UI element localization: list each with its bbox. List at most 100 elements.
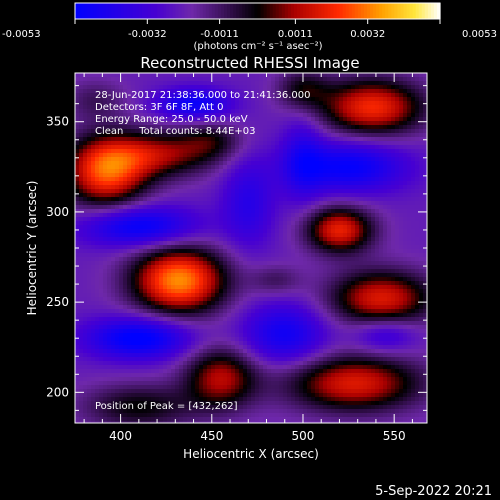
heatmap-cell [75,225,80,230]
heatmap-cell [411,197,416,202]
heatmap-cell [143,253,148,258]
heatmap-cell [267,117,272,122]
heatmap-cell [87,225,92,230]
heatmap-cell [307,229,312,234]
heatmap-cell [295,241,300,246]
heatmap-cell [175,185,180,190]
heatmap-cell [415,193,420,198]
heatmap-cell [415,117,420,122]
heatmap-cell [387,161,392,166]
heatmap-cell [331,129,336,134]
heatmap-cell [155,265,160,270]
heatmap-cell [271,261,276,266]
heatmap-cell [75,89,80,94]
heatmap-cell [339,141,344,146]
heatmap-cell [227,77,232,82]
heatmap-cell [323,77,328,82]
heatmap-cell [203,105,208,110]
heatmap-cell [303,273,308,278]
heatmap-cell [127,129,132,134]
heatmap-cell [295,197,300,202]
heatmap-cell [395,193,400,198]
heatmap-cell [299,277,304,282]
heatmap-cell [167,153,172,158]
heatmap-cell [235,277,240,282]
heatmap-cell [279,217,284,222]
colorbar-cell [388,3,392,19]
heatmap-cell [187,257,192,262]
heatmap-cell [139,225,144,230]
heatmap-cell [119,81,124,86]
heatmap-cell [139,133,144,138]
heatmap-cell [311,193,316,198]
heatmap-cell [319,201,324,206]
heatmap-cell [79,185,84,190]
heatmap-cell [171,185,176,190]
heatmap-cell [103,113,108,118]
heatmap-cell [263,253,268,258]
heatmap-cell [239,261,244,266]
heatmap-cell [143,193,148,198]
heatmap-cell [159,189,164,194]
heatmap-cell [143,157,148,162]
heatmap-cell [363,161,368,166]
heatmap-cell [207,137,212,142]
heatmap-cell [291,153,296,158]
heatmap-cell [83,281,88,286]
heatmap-cell [275,113,280,118]
heatmap-cell [327,121,332,126]
heatmap-cell [247,245,252,250]
heatmap-cell [87,229,92,234]
heatmap-cell [415,73,420,78]
heatmap-cell [87,73,92,78]
heatmap-cell [127,141,132,146]
heatmap-cell [315,97,320,102]
heatmap-cell [407,137,412,142]
heatmap-cell [167,113,172,118]
heatmap-cell [251,145,256,150]
heatmap-cell [203,169,208,174]
heatmap-cell [407,193,412,198]
heatmap-cell [247,241,252,246]
heatmap-cell [151,193,156,198]
heatmap-cell [75,233,80,238]
heatmap-cell [255,273,260,278]
heatmap-cell [91,81,96,86]
heatmap-cell [379,197,384,202]
heatmap-cell [95,73,100,78]
heatmap-cell [179,237,184,242]
heatmap-cell [355,113,360,118]
heatmap-cell [323,273,328,278]
heatmap-cell [183,205,188,210]
heatmap-cell [355,193,360,198]
heatmap-cell [291,197,296,202]
heatmap-cell [227,85,232,90]
heatmap-cell [123,269,128,274]
heatmap-cell [243,133,248,138]
heatmap-cell [351,277,356,282]
heatmap-cell [279,93,284,98]
heatmap-cell [331,173,336,178]
heatmap-cell [135,125,140,130]
heatmap-cell [423,117,428,122]
heatmap-cell [267,281,272,286]
heatmap-cell [135,293,140,298]
heatmap-cell [251,201,256,206]
heatmap-cell [279,209,284,214]
heatmap-cell [195,109,200,114]
heatmap-cell [95,225,100,230]
heatmap-cell [355,201,360,206]
heatmap-cell [227,197,232,202]
heatmap-cell [343,105,348,110]
heatmap-cell [319,89,324,94]
heatmap-cell [323,225,328,230]
heatmap-cell [355,277,360,282]
heatmap-cell [299,281,304,286]
heatmap-cell [243,201,248,206]
heatmap-cell [291,245,296,250]
heatmap-cell [287,109,292,114]
heatmap-cell [271,281,276,286]
heatmap-cell [147,285,152,290]
heatmap-cell [367,261,372,266]
heatmap-cell [155,281,160,286]
